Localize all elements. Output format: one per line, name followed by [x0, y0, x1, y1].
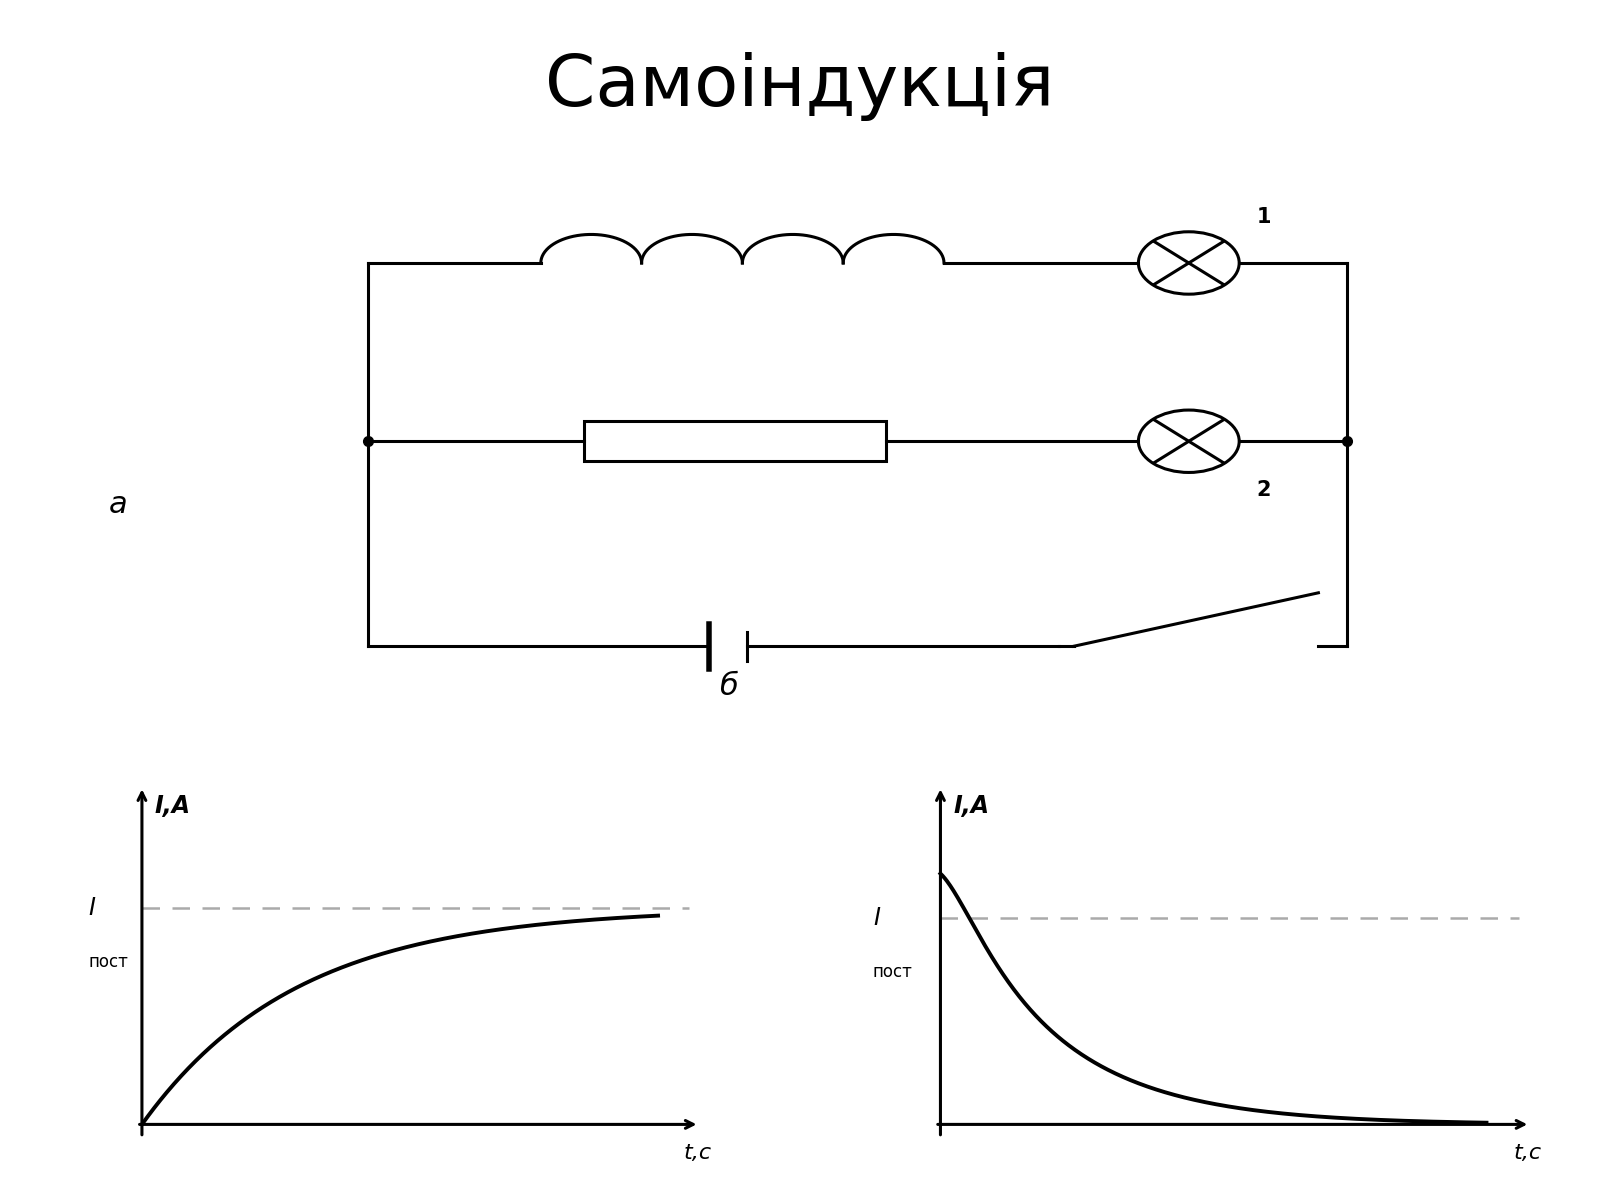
Text: пост: пост	[872, 964, 912, 982]
Text: Самоіндукція: Самоіндукція	[546, 52, 1054, 121]
Text: $I$: $I$	[872, 906, 882, 930]
Text: 1: 1	[1256, 208, 1270, 227]
Text: $I$: $I$	[88, 896, 96, 920]
Text: а: а	[109, 490, 128, 518]
Text: t,с: t,с	[1514, 1142, 1542, 1163]
Text: б: б	[718, 672, 738, 701]
Text: I,А: I,А	[154, 794, 190, 818]
Text: I,А: I,А	[954, 794, 989, 818]
Bar	[584, 421, 886, 461]
Text: пост: пост	[88, 953, 128, 971]
Text: t,с: t,с	[683, 1142, 712, 1163]
Text: 2: 2	[1256, 480, 1270, 499]
